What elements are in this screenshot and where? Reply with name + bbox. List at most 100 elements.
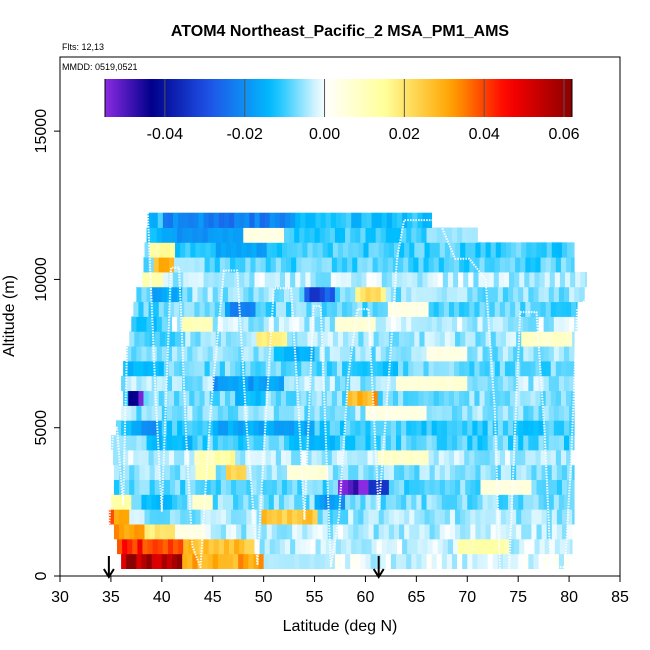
heatmap-cell [131, 346, 137, 362]
heatmap-cell [465, 242, 471, 258]
heatmap-cell [188, 212, 194, 228]
heatmap-cell [310, 538, 316, 555]
heatmap-cell [210, 464, 217, 481]
heatmap-cell [334, 553, 341, 569]
heatmap-cell [516, 509, 522, 525]
heatmap-cell [414, 331, 420, 347]
heatmap-cell [304, 286, 310, 303]
heatmap-cell [258, 375, 265, 392]
heatmap-cell [189, 360, 195, 377]
heatmap-cell [138, 360, 144, 377]
heatmap-cell [162, 538, 169, 555]
heatmap-cell [299, 375, 305, 392]
heatmap-cell [185, 464, 191, 481]
heatmap-cell [543, 316, 550, 332]
heatmap-cell [509, 272, 515, 288]
heatmap-cell [558, 405, 565, 421]
heatmap-cell [437, 538, 444, 555]
heatmap-cell [235, 301, 241, 317]
heatmap-cell [382, 390, 389, 406]
heatmap-cell [260, 257, 267, 273]
heatmap-cell [431, 227, 438, 243]
heatmap-cell [202, 420, 209, 436]
heatmap-cell [426, 346, 433, 362]
heatmap-cell [565, 272, 571, 288]
heatmap-cell [240, 449, 246, 466]
heatmap-cell [469, 449, 475, 466]
heatmap-cell [296, 257, 302, 273]
heatmap-cell [319, 420, 326, 436]
heatmap-cell [352, 390, 358, 406]
heatmap-cell [387, 301, 394, 317]
heatmap-cell [268, 494, 275, 510]
heatmap-cell [327, 524, 334, 540]
heatmap-cell [215, 524, 222, 540]
heatmap-cell [235, 360, 241, 377]
heatmap-cell [334, 316, 341, 332]
heatmap-cell [305, 538, 311, 555]
heatmap-cell [320, 538, 327, 555]
heatmap-cell [210, 242, 217, 258]
heatmap-cell [515, 257, 521, 273]
heatmap-cell [287, 479, 293, 495]
heatmap-cell [306, 257, 312, 273]
heatmap-cell [121, 420, 127, 436]
heatmap-cell [399, 242, 405, 258]
heatmap-cell [285, 538, 291, 555]
heatmap-cell [177, 420, 183, 436]
heatmap-cell [253, 227, 259, 243]
heatmap-cell [463, 272, 469, 288]
heatmap-cell [163, 301, 170, 317]
heatmap-cell [444, 464, 451, 481]
heatmap-cell [555, 257, 562, 273]
heatmap-cell [345, 405, 351, 421]
heatmap-cell [361, 538, 367, 555]
heatmap-cell [324, 316, 331, 332]
heatmap-cell [540, 390, 547, 406]
heatmap-cell [489, 449, 496, 466]
heatmap-cell [480, 524, 486, 540]
heatmap-cell [418, 360, 424, 377]
heatmap-cell [292, 331, 298, 347]
heatmap-cell [378, 509, 385, 525]
heatmap-cell [553, 494, 560, 510]
heatmap-cell [294, 346, 300, 362]
heatmap-cell [534, 538, 540, 555]
heatmap-cell [110, 435, 117, 451]
heatmap-cell [426, 494, 433, 510]
heatmap-cell [412, 212, 418, 228]
heatmap-cell [306, 449, 312, 466]
heatmap-cell [355, 286, 361, 303]
heatmap-cell [124, 479, 130, 495]
heatmap-cell [108, 509, 115, 525]
heatmap-cell [182, 316, 188, 332]
heatmap-cell [241, 464, 247, 481]
heatmap-cell [235, 257, 241, 273]
heatmap-cell [489, 301, 496, 317]
heatmap-cell [453, 272, 459, 288]
heatmap-cell [223, 272, 230, 288]
heatmap-cell [381, 272, 388, 288]
heatmap-cell [156, 420, 163, 436]
heatmap-cell [399, 479, 405, 495]
heatmap-cell [508, 346, 514, 362]
heatmap-cell [365, 375, 371, 392]
heatmap-cell [367, 390, 373, 406]
heatmap-cell [141, 375, 147, 392]
heatmap-cell [174, 390, 180, 406]
heatmap-cell [261, 524, 268, 540]
heatmap-cell [151, 405, 158, 421]
heatmap-cell [411, 227, 417, 243]
heatmap-cell [497, 420, 504, 436]
heatmap-cell [393, 242, 400, 258]
heatmap-cell [334, 420, 341, 436]
heatmap-cell [146, 494, 153, 510]
heatmap-cell [131, 494, 137, 510]
heatmap-cell [457, 227, 463, 243]
heatmap-cell [248, 346, 254, 362]
heatmap-cell [180, 464, 186, 481]
heatmap-cell [274, 538, 281, 555]
heatmap-cell [337, 331, 344, 347]
heatmap-cell [238, 375, 244, 392]
heatmap-cell [163, 257, 170, 273]
